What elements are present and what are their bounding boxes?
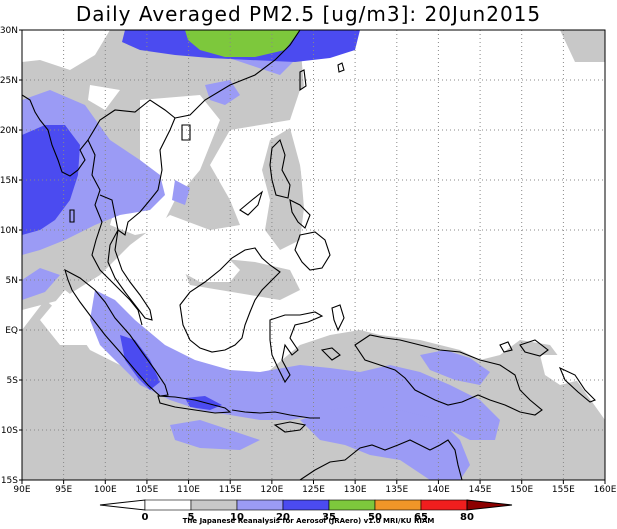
lat-tick-label: 15S xyxy=(1,476,18,486)
lat-tick-label: 30N xyxy=(0,26,18,36)
map-title: Daily Averaged PM2.5 [ug/m3]: 20Jun2015 xyxy=(75,2,542,26)
colorbar-swatch xyxy=(144,499,192,511)
colorbar-under-triangle xyxy=(99,499,146,511)
lon-tick-label: 100E xyxy=(94,485,117,495)
colorbar-swatch xyxy=(420,499,468,511)
lon-tick-label: 95E xyxy=(55,485,72,495)
colorbar-swatch xyxy=(374,499,422,511)
latitude-axis: 30N 25N 20N 15N 10N 5N EQ 5S 10S 15S xyxy=(0,26,22,486)
lat-tick-label: EQ xyxy=(5,326,18,336)
lat-tick-label: 20N xyxy=(0,126,18,136)
lon-tick-label: 145E xyxy=(469,485,492,495)
lat-tick-label: 10N xyxy=(0,226,18,236)
pm25-band-35-50 xyxy=(185,30,300,57)
colorbar-level-label: 20 xyxy=(276,512,290,523)
lon-tick-label: 140E xyxy=(427,485,450,495)
map-grid xyxy=(22,30,605,480)
coastlines xyxy=(22,30,596,480)
lat-tick-label: 5S xyxy=(7,376,19,386)
colorbar-swatch xyxy=(282,499,330,511)
lon-tick-label: 90E xyxy=(13,485,30,495)
lon-tick-label: 160E xyxy=(594,485,617,495)
colorbar-level-label: 0 xyxy=(142,512,149,523)
lon-tick-label: 155E xyxy=(552,485,575,495)
lon-tick-label: 115E xyxy=(219,485,242,495)
colorbar-level-label: 10 xyxy=(230,512,244,523)
lon-tick-label: 125E xyxy=(302,485,325,495)
credit-text: The Japanese Reanalysis for Aerosol (JRA… xyxy=(182,517,435,525)
pm25-band-10-20 xyxy=(300,405,470,480)
lat-tick-label: 10S xyxy=(1,426,18,436)
lon-tick-label: 105E xyxy=(135,485,158,495)
longitude-axis: 90E 95E 100E 105E 110E 115E 120E 125E 130E 135E 14… xyxy=(13,480,617,495)
lat-tick-label: 5N xyxy=(6,276,18,286)
colorbar: 0 5 10 20 35 50 65 80 xyxy=(99,499,513,523)
lon-tick-label: 110E xyxy=(177,485,200,495)
pm25-band-20-35 xyxy=(120,335,160,390)
lon-tick-label: 130E xyxy=(344,485,367,495)
colorbar-level-label: 80 xyxy=(460,512,474,523)
lon-tick-label: 120E xyxy=(260,485,283,495)
lon-tick-label: 150E xyxy=(510,485,533,495)
lat-tick-label: 25N xyxy=(0,76,18,86)
colorbar-level-label: 50 xyxy=(368,512,382,523)
pm25-band-10-20 xyxy=(172,180,190,205)
colorbar-level-label: 35 xyxy=(322,512,336,523)
lat-tick-label: 15N xyxy=(0,176,18,186)
colorbar-swatch xyxy=(328,499,376,511)
pm25-band-5-10 xyxy=(262,128,305,250)
pm25-band-10-20 xyxy=(170,420,260,450)
pm25-band-10-20 xyxy=(22,268,60,300)
pm25-field xyxy=(22,30,605,480)
colorbar-swatch xyxy=(190,499,238,511)
colorbar-swatch xyxy=(236,499,284,511)
colorbar-level-label: 5 xyxy=(188,512,195,523)
colorbar-over-triangle xyxy=(466,499,513,511)
pm25-band-10-20 xyxy=(420,350,490,385)
pm25-band-10-20 xyxy=(205,80,240,105)
lon-tick-label: 135E xyxy=(385,485,408,495)
colorbar-level-label: 65 xyxy=(414,512,428,523)
